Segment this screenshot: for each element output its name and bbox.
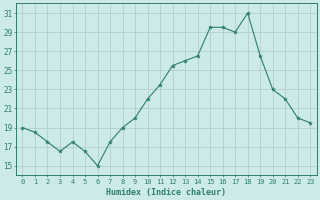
X-axis label: Humidex (Indice chaleur): Humidex (Indice chaleur)	[106, 188, 226, 197]
